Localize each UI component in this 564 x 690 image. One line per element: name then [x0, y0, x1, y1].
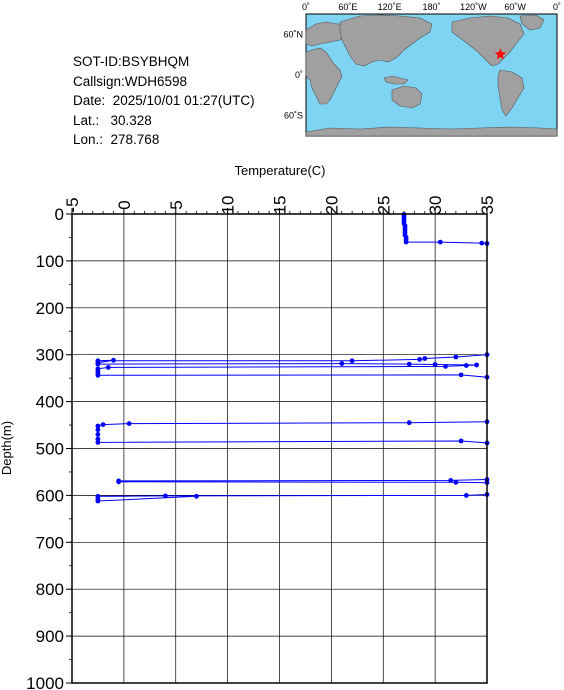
y-tick-label: 900: [36, 627, 64, 646]
data-point: [448, 478, 454, 483]
map-lon-label: 0˚: [553, 2, 561, 12]
station-info: SOT-ID:BSYBHQM Callsign:WDH6598 Date: 20…: [73, 52, 255, 150]
data-point: [105, 365, 111, 370]
y-axis: 0 100 200 300 400 500 600 700 800 900 1000: [26, 205, 72, 690]
map-lon-label: 0˚: [302, 2, 310, 12]
plot-frame: [71, 213, 488, 684]
data-point: [437, 239, 443, 245]
north-america-landmass: [451, 15, 525, 67]
x-tick-label: 15: [271, 196, 290, 215]
callsign-label: Callsign:WDH6598: [73, 73, 188, 89]
australia-landmass: [391, 85, 423, 109]
map-lon-label: 180˚: [422, 2, 440, 12]
y-tick-label: 400: [36, 393, 64, 412]
position-star-icon: [494, 48, 507, 60]
data-point: [111, 357, 116, 363]
data-point: [474, 362, 479, 368]
y-tick-label: 0: [55, 205, 64, 224]
data-point: [95, 440, 101, 445]
data-point: [403, 239, 409, 245]
y-axis-title: Depth(m): [0, 421, 14, 475]
data-point: [349, 358, 355, 364]
data-point: [116, 479, 122, 485]
x-axis: -5 0 5 10 15 20 25 30 35: [63, 196, 497, 215]
x-tick-label: 25: [374, 196, 393, 215]
data-point: [432, 362, 438, 367]
data-point: [463, 493, 469, 498]
indonesia-landmass: [383, 75, 409, 85]
y-tick-label: 300: [36, 346, 64, 365]
data-point: [95, 498, 101, 504]
y-tick-label: 1000: [26, 674, 64, 690]
data-point: [339, 361, 345, 366]
data-point: [95, 372, 101, 378]
data-point: [406, 361, 412, 367]
antarctica-landmass: [305, 126, 558, 137]
map-lon-label: 60˚W: [504, 2, 526, 12]
data-point: [422, 356, 428, 361]
x-axis-title: Temperature(C): [234, 163, 325, 178]
map-lat-label: 0˚: [295, 70, 303, 80]
y-tick-label: 200: [36, 299, 64, 318]
map-lon-label: 120˚W: [460, 2, 487, 12]
ship-position-marker: [494, 48, 507, 60]
x-tick-label: 10: [219, 196, 238, 215]
chart-grid: [71, 213, 488, 684]
date-label: Date: 2025/10/01 01:27(UTC): [73, 93, 255, 108]
africa-landmass: [305, 47, 343, 105]
series-layer: [95, 212, 490, 504]
map-lon-label: 120˚E: [378, 2, 402, 12]
sot-id-label: SOT-ID:BSYBHQM: [73, 54, 190, 69]
map-lon-label: 60˚E: [338, 2, 357, 12]
x-tick-label: 35: [478, 196, 497, 215]
y-tick-label: 800: [36, 580, 64, 599]
latitude-label: Lat.: 30.328: [73, 112, 152, 128]
x-tick-label: -5: [63, 197, 82, 212]
y-tick-label: 600: [36, 486, 64, 505]
x-tick-label: 30: [426, 196, 445, 215]
x-tick-label: 5: [167, 200, 186, 209]
data-point: [443, 364, 448, 369]
temperature-profile-line: [97, 214, 488, 502]
longitude-label: Lon.: 278.768: [73, 132, 160, 147]
south-america-landmass: [497, 69, 525, 117]
data-point: [406, 420, 412, 426]
data-point: [95, 427, 101, 433]
map-lat-label: 60˚S: [284, 111, 303, 121]
data-point: [95, 361, 101, 367]
data-point: [194, 493, 199, 499]
data-point: [453, 354, 459, 360]
data-point: [95, 423, 101, 429]
asia-landmass: [339, 14, 433, 67]
x-tick-label: 0: [115, 200, 134, 209]
x-tick-label: 20: [322, 196, 341, 215]
y-tick-label: 500: [36, 440, 64, 459]
data-point: [463, 363, 469, 368]
greenland-landmass: [519, 14, 545, 31]
data-point: [95, 436, 101, 442]
data-point: [479, 240, 485, 246]
data-point: [95, 432, 101, 437]
data-point: [126, 421, 132, 426]
y-tick-label: 700: [36, 533, 64, 552]
data-point: [453, 479, 459, 485]
map-land: [305, 14, 558, 137]
data-point: [458, 372, 464, 378]
data-point: [458, 438, 464, 444]
data-point: [163, 493, 168, 499]
map-lat-label: 60˚N: [283, 29, 303, 39]
data-point: [417, 357, 422, 362]
data-point: [100, 422, 106, 427]
y-tick-label: 100: [36, 252, 64, 271]
